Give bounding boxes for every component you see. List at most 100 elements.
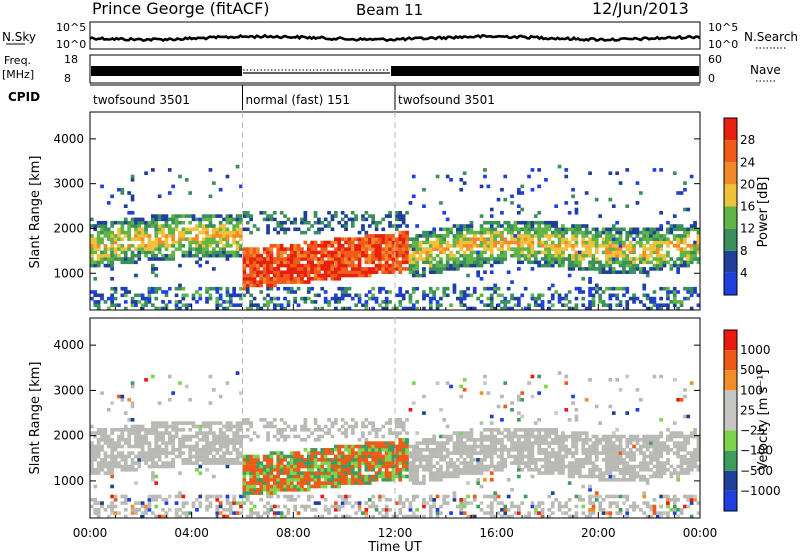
velocity-cell [483, 464, 487, 469]
power-cell [517, 300, 521, 304]
velocity-cell [249, 421, 253, 425]
velocity-cell [347, 468, 352, 472]
power-cell [601, 300, 606, 304]
power-cell [401, 230, 406, 235]
velocity-cell [452, 468, 457, 472]
velocity-cell [554, 464, 558, 469]
power-cell [283, 286, 287, 291]
velocity-cell [439, 441, 443, 445]
power-cell [594, 234, 599, 238]
velocity-cell [208, 441, 213, 445]
velocity-cell [228, 428, 233, 432]
power-cell [594, 260, 599, 265]
velocity-cell [517, 428, 521, 432]
velocity-cell [147, 451, 152, 455]
velocity-cell [415, 474, 419, 479]
power-cell [96, 244, 101, 248]
power-cell [357, 237, 362, 241]
power-cell [96, 234, 101, 238]
power-cell [323, 296, 328, 301]
power-cell [574, 211, 579, 215]
power-cell [323, 224, 328, 228]
velocity-cell [398, 444, 403, 449]
power-cell [669, 240, 674, 245]
power-cell [533, 300, 538, 304]
velocity-cell [334, 508, 338, 512]
velocity-cell [330, 451, 335, 455]
velocity-cell [167, 451, 172, 455]
power-cell [296, 280, 301, 284]
power-cell [557, 253, 562, 258]
velocity-cell [100, 434, 104, 439]
power-cell [635, 234, 640, 238]
power-cell [686, 290, 691, 294]
nave-tick-bottom: 0 [708, 72, 715, 85]
power-cell [418, 247, 423, 251]
power-cell [422, 234, 426, 238]
velocity-cell [171, 444, 175, 449]
velocity-cell [289, 481, 294, 485]
velocity-cell [93, 448, 98, 452]
power-cell [578, 257, 582, 261]
velocity-cell [225, 428, 230, 432]
power-cell [398, 267, 403, 271]
power-cell [103, 257, 108, 261]
power-cell [666, 220, 670, 225]
velocity-cell [303, 471, 308, 475]
velocity-cell [489, 454, 494, 459]
power-cell [615, 220, 619, 225]
power-cell [489, 234, 494, 238]
power-cell [649, 296, 653, 301]
power-cell [428, 306, 433, 311]
power-cell [510, 247, 514, 251]
velocity-cell [188, 398, 192, 402]
power-cell [395, 306, 399, 311]
power-cell [666, 250, 670, 255]
velocity-cell [500, 431, 504, 435]
velocity-cell [130, 418, 135, 422]
power-cell [628, 263, 633, 268]
power-cell [415, 260, 419, 265]
power-cell [154, 227, 159, 232]
power-cell [652, 303, 657, 307]
power-cell [279, 306, 284, 311]
power-cell [195, 234, 199, 238]
velocity-cell [249, 461, 253, 465]
velocity-cell [90, 461, 94, 465]
velocity-cell [191, 434, 196, 439]
power-cell [456, 267, 460, 271]
power-cell [286, 300, 291, 304]
velocity-cell [154, 474, 159, 479]
power-cell [130, 244, 135, 248]
velocity-cell [459, 441, 464, 445]
velocity-cell [462, 441, 467, 445]
velocity-cell [500, 468, 504, 472]
power-cell [130, 303, 135, 307]
power-cell [428, 247, 433, 251]
power-cell [401, 260, 406, 265]
power-cell [567, 290, 572, 294]
velocity-cell [561, 438, 565, 442]
power-cell [608, 227, 613, 232]
velocity-cell [456, 468, 460, 472]
velocity-cell [530, 428, 535, 432]
power-cell [679, 237, 684, 241]
power-cell [198, 247, 203, 251]
velocity-cell [574, 458, 579, 462]
power-cell [550, 303, 555, 307]
velocity-cell [544, 458, 548, 462]
velocity-cell [215, 438, 220, 442]
velocity-cell [317, 438, 321, 442]
power-cell [327, 244, 331, 248]
power-cell [266, 260, 270, 265]
cpid-panel: CPID twofsound 3501 normal (fast) 151 twof… [8, 84, 700, 110]
power-cell [476, 263, 480, 268]
power-cell [622, 270, 626, 274]
velocity-cell [361, 474, 365, 479]
velocity-cell [405, 458, 409, 462]
velocity-cell [120, 434, 125, 439]
power-cell [286, 227, 291, 232]
power-cell [537, 224, 541, 228]
power-cell [489, 300, 494, 304]
velocity-cell [540, 508, 545, 512]
